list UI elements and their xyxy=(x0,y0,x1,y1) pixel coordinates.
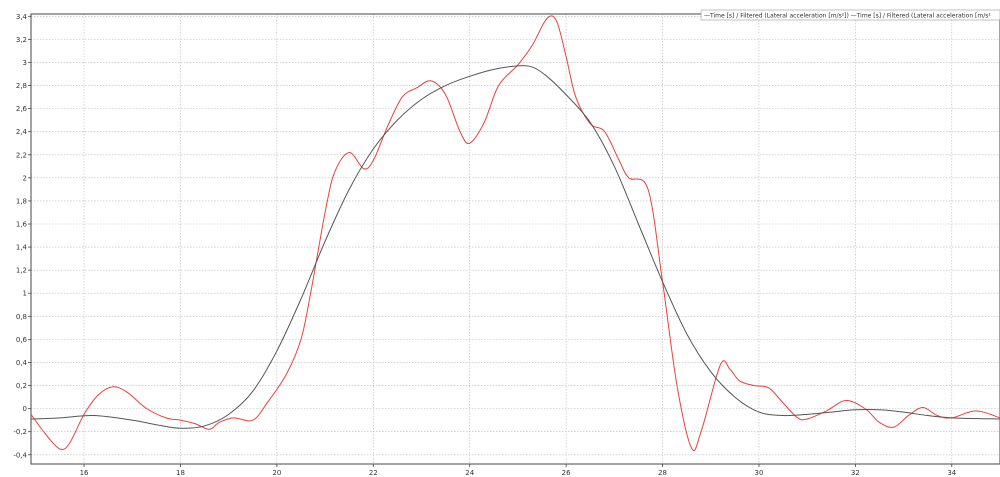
x-tick-label: 30 xyxy=(754,469,763,477)
y-axis-ticks: 3,4 3,2 3 2,8 2,6 2,4 2,2 2 1,8 1,6 1,4 1,2 1 0,8 0,6 0… xyxy=(13,13,31,459)
y-tick-label: 2,8 xyxy=(16,82,27,90)
y-tick-label: 1,8 xyxy=(16,197,27,205)
legend-label: —Time [s] / Filtered (Lateral accelerati… xyxy=(704,13,991,20)
x-tick-label: 34 xyxy=(947,469,956,477)
x-tick-label: 32 xyxy=(851,469,860,477)
y-tick-label: 0,2 xyxy=(16,382,27,390)
y-tick-label: 2 xyxy=(23,174,27,182)
x-tick-label: 18 xyxy=(176,469,185,477)
y-tick-label: 3 xyxy=(23,59,27,67)
x-tick-label: 22 xyxy=(369,469,378,477)
grid-lines xyxy=(31,14,1000,464)
x-tick-label: 16 xyxy=(80,469,89,477)
y-tick-label: 1 xyxy=(23,290,27,298)
y-tick-label: 3,2 xyxy=(16,36,27,44)
y-tick-label: 1,6 xyxy=(16,221,28,229)
y-tick-label: 2,2 xyxy=(16,151,27,159)
y-tick-label: 1,2 xyxy=(16,267,27,275)
y-tick-label: 0 xyxy=(23,405,27,413)
y-tick-label: 0,8 xyxy=(16,313,27,321)
y-tick-label: -0,2 xyxy=(13,428,27,436)
legend-box xyxy=(700,9,1000,21)
series-line-filtered-gray xyxy=(30,65,1000,429)
x-tick-label: 26 xyxy=(562,469,571,477)
y-tick-label: 3,4 xyxy=(16,13,28,21)
legend: —Time [s] / Filtered (Lateral accelerati… xyxy=(700,9,1000,21)
y-tick-label: 2,4 xyxy=(16,128,28,136)
y-tick-label: 0,4 xyxy=(16,359,28,367)
y-tick-label: -0,4 xyxy=(13,451,27,459)
series-line-filtered-red xyxy=(30,15,1000,452)
plot-area-frame xyxy=(30,13,1000,465)
x-tick-label: 24 xyxy=(465,469,474,477)
y-tick-label: 2,6 xyxy=(16,105,28,113)
x-tick-label: 28 xyxy=(658,469,667,477)
x-axis-ticks: 16 18 20 22 24 26 28 30 32 34 xyxy=(80,464,957,477)
series-lines xyxy=(30,15,1000,452)
x-tick-label: 20 xyxy=(272,469,281,477)
y-tick-label: 1,4 xyxy=(16,244,28,252)
y-tick-label: 0,6 xyxy=(16,336,28,344)
